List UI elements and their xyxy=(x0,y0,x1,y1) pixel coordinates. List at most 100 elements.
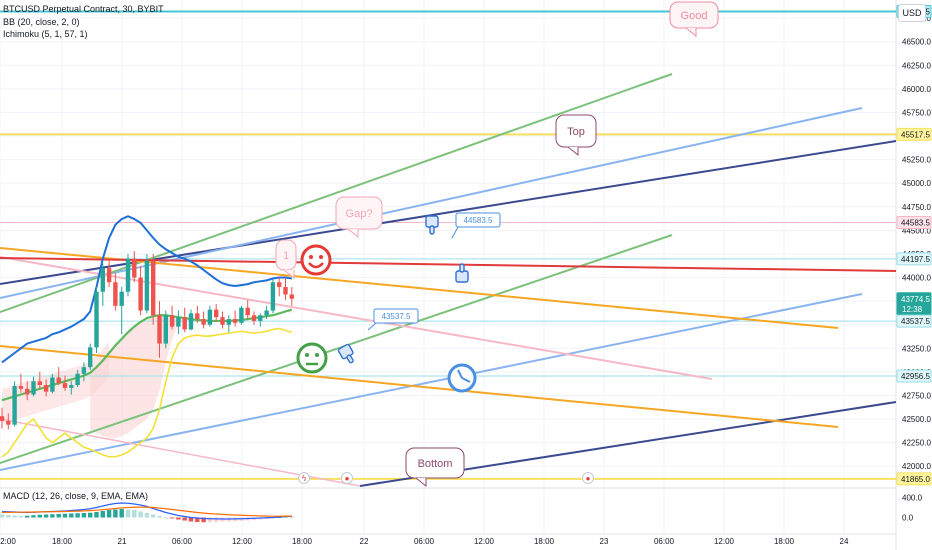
candle-body xyxy=(37,381,42,386)
macd-tick-label: 0.0 xyxy=(902,514,914,523)
candles xyxy=(0,251,294,430)
candle-body xyxy=(270,282,276,311)
label-44583-callout-text: 44583.5 xyxy=(464,216,493,225)
economic-event-icon-glyph: ● xyxy=(345,474,350,483)
candle-body xyxy=(50,377,55,392)
time-tick-label: 23 xyxy=(600,537,609,546)
cloud-area xyxy=(2,341,110,424)
candle-body xyxy=(81,367,87,374)
dividend-event-icon-circle xyxy=(298,472,310,484)
macd-histogram-bar xyxy=(188,517,194,522)
macd-histogram-bar xyxy=(289,516,294,518)
candle-body xyxy=(125,258,131,292)
macd-histogram-bar xyxy=(119,509,124,518)
time-tick-label: 2:00 xyxy=(0,537,16,546)
candle-body xyxy=(12,386,17,425)
label-44583-callout: 44583.5 xyxy=(451,212,501,239)
one-callout-tail xyxy=(283,269,295,280)
trend-line xyxy=(0,234,673,464)
gap-callout: Gap? xyxy=(335,196,383,239)
time-axis: 2:00 18:00 21 06:00 12:00 18:00 22 06:00 12:00 18… xyxy=(0,537,849,546)
neutral-face-icon-eye xyxy=(315,353,319,357)
price-tag: 41865.0 xyxy=(896,472,932,486)
price-tick-label: 42250.0 xyxy=(902,439,931,448)
candle-body xyxy=(106,268,112,283)
macd-histogram-bar xyxy=(157,516,162,518)
gap-callout-box xyxy=(335,196,383,230)
neutral-face-icon-eye xyxy=(305,353,309,357)
macd-histogram-bar xyxy=(144,513,150,518)
macd-histogram-bar xyxy=(132,510,137,518)
economic-event-icon: ● xyxy=(341,472,353,484)
symbol-legend[interactable]: BTCUSD Perpetual Contract, 30, BYBIT xyxy=(3,4,164,14)
candle-body xyxy=(75,373,80,386)
trend-line xyxy=(0,256,713,380)
candle-body xyxy=(289,294,294,299)
macd-histogram-bar xyxy=(100,511,105,518)
price-tag: 44197.5 xyxy=(896,252,932,266)
time-tick-label: 06:00 xyxy=(414,537,435,546)
price-tag: 43537.5 xyxy=(896,314,932,328)
top-callout: Top xyxy=(555,114,597,157)
candle-body xyxy=(220,317,225,325)
bollinger-bands xyxy=(1,215,292,364)
price-tag-value: 43537.5 xyxy=(901,317,930,326)
macd-histogram-bar xyxy=(88,512,93,518)
price-tag: 44583.5 xyxy=(896,216,932,230)
candle-body xyxy=(56,377,61,384)
price-tag: 45517.5 xyxy=(896,127,932,141)
macd-histogram-bar xyxy=(43,514,49,518)
bottom-callout-text: Bottom xyxy=(418,458,453,470)
thumbs-up-icon-finger xyxy=(459,263,465,273)
macd-histogram-bar xyxy=(18,516,24,518)
macd-histogram-bar xyxy=(50,514,55,518)
label-44583-callout-pointer xyxy=(451,226,459,239)
pointing-hand-down-icon xyxy=(425,215,439,235)
time-tick-label: 21 xyxy=(118,537,127,546)
candle-body xyxy=(62,383,68,388)
candle-body xyxy=(188,313,194,330)
bottom-callout-tail xyxy=(415,477,427,488)
ichimoku-legend[interactable]: Ichimoku (5, 1, 57, 1) xyxy=(3,29,88,39)
candle-body xyxy=(176,317,181,327)
candle-body xyxy=(100,268,105,292)
price-tick-label: 44000.0 xyxy=(902,274,931,283)
candle-body xyxy=(277,282,282,287)
currency-button[interactable]: USD xyxy=(898,4,926,22)
candle-body xyxy=(251,315,257,321)
price-tag-value: 41865.0 xyxy=(901,475,930,484)
trend-line xyxy=(0,247,839,329)
label-43537-callout-box xyxy=(373,308,419,324)
candle-body xyxy=(94,291,99,348)
candle-body xyxy=(119,291,124,306)
trend-line xyxy=(0,73,673,313)
macd-histogram-bar xyxy=(0,514,5,518)
macd-histogram-bar xyxy=(12,515,17,518)
price-tick-label: 45750.0 xyxy=(902,108,931,117)
candle-body xyxy=(195,313,200,320)
time-tick-label: 18:00 xyxy=(52,537,73,546)
happy-face-icon-eye xyxy=(319,255,323,259)
label-43537-callout: 43537.5 xyxy=(367,308,419,331)
macd-histogram-bar xyxy=(69,513,74,518)
price-tag-countdown: 12:38 xyxy=(902,305,923,314)
macd-legend[interactable]: MACD (12, 26, close, 9, EMA, EMA) xyxy=(3,491,149,501)
trend-line xyxy=(0,345,839,428)
price-tick-label: 42500.0 xyxy=(902,415,931,424)
price-tag-value: 44583.5 xyxy=(901,219,930,228)
time-tick-label: 22 xyxy=(360,537,369,546)
candle-body xyxy=(6,420,11,425)
good-callout: Good xyxy=(669,1,719,38)
neutral-face-icon-face xyxy=(296,342,328,374)
candle-body xyxy=(0,416,5,421)
time-tick-label: 06:00 xyxy=(172,537,193,546)
candle-body xyxy=(283,286,288,295)
economic-event-icon: ● xyxy=(582,472,594,484)
clock-icon-hand xyxy=(461,377,471,383)
bb-legend[interactable]: BB (20, close, 2, 0) xyxy=(3,17,80,27)
price-tag-value: 44197.5 xyxy=(901,255,930,264)
candle-body xyxy=(144,260,150,311)
macd-histogram-bar xyxy=(62,513,68,518)
price-tag: 43774.512:38 xyxy=(896,292,932,316)
